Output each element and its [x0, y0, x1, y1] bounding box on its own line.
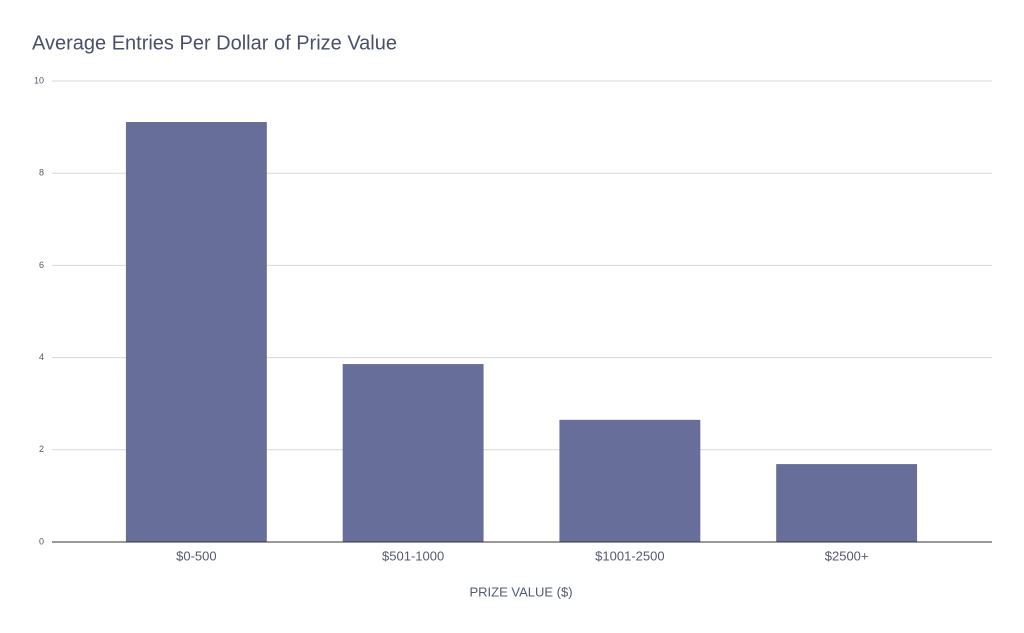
y-tick-label: 4	[39, 352, 44, 362]
bar	[342, 364, 484, 542]
y-tick-label: 2	[39, 444, 44, 454]
x-axis-label: PRIZE VALUE ($)	[469, 584, 572, 599]
x-tick-label: $2500+	[825, 548, 869, 563]
bar	[776, 464, 918, 542]
x-tick-label: $501-1000	[382, 548, 444, 563]
x-tick-label: $0-500	[176, 548, 216, 563]
y-tick-label: 0	[39, 536, 44, 546]
chart-title: Average Entries Per Dollar of Prize Valu…	[32, 32, 397, 54]
y-tick-label: 10	[34, 75, 44, 85]
bar	[559, 419, 701, 542]
bar	[125, 122, 267, 543]
y-tick-label: 6	[39, 260, 44, 270]
x-tick-label: $1001-2500	[595, 548, 664, 563]
y-tick-label: 8	[39, 168, 44, 178]
